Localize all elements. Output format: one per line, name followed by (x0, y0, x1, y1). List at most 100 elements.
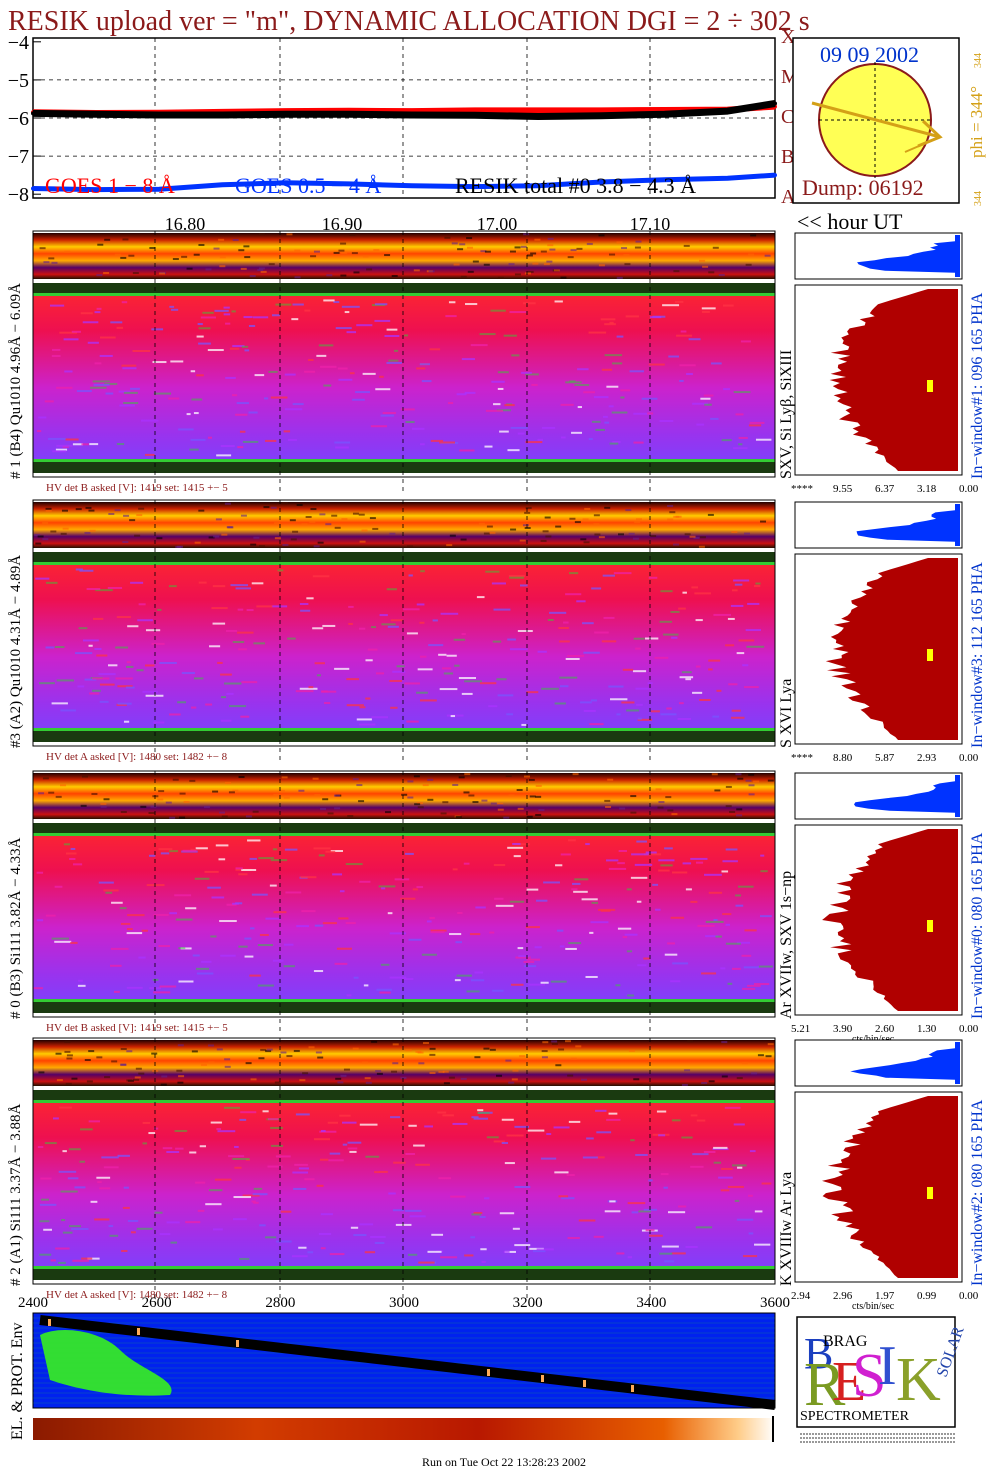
spectrum-strip-speck (189, 779, 196, 782)
spectrogram-pixel (138, 603, 146, 606)
spectrum-strip-speck (472, 801, 479, 804)
spectrogram-pixel (159, 1233, 171, 1236)
spectrum-strip-speck (373, 249, 380, 252)
spectrogram-pixel (186, 413, 191, 416)
spectrogram-pixel (264, 397, 269, 400)
spectrogram-green-line (33, 833, 775, 836)
spectrum-strip-speck (358, 513, 365, 516)
spectrogram-pixel (603, 616, 615, 619)
spectrogram-pixel (125, 686, 135, 689)
spectrum-strip-speck (245, 1062, 252, 1065)
spectrogram-pixel (713, 1146, 728, 1149)
spectrogram-pixel (82, 321, 99, 324)
spectrogram-pixel (645, 637, 659, 640)
spectrogram-pixel (571, 888, 578, 891)
spectrum-strip-speck (240, 267, 247, 270)
spectrogram-pixel (428, 644, 444, 647)
spectrum-strip-speck (532, 262, 539, 265)
spectrum-strip-speck (658, 801, 665, 804)
spectrogram-pixel (335, 327, 352, 330)
spectrogram-pixel (210, 1121, 222, 1124)
spectrogram (33, 283, 775, 473)
spectrum-strip-speck (527, 270, 534, 273)
spectrum-strip-speck (530, 252, 537, 255)
spectrogram-pixel (588, 438, 593, 441)
spectrogram-pixel (207, 886, 221, 889)
spectrum-strip-speck (213, 535, 220, 538)
lightcurve-point-2 (94, 112, 99, 117)
panel-lines-label: K XVIIIw Ar Lya (778, 1172, 795, 1286)
spectrum-strip-speck (538, 809, 545, 812)
spectrogram-pixel (304, 309, 311, 312)
spectrogram-pixel (234, 1145, 239, 1148)
spectrogram-pixel (40, 1198, 49, 1201)
spectrum-strip-speck (60, 532, 67, 535)
spectrum-strip-speck (605, 805, 612, 808)
spectrogram-pixel (126, 665, 134, 668)
spectrum-strip-speck (729, 810, 736, 813)
spectrogram-pixel (400, 408, 415, 411)
spectrogram-pixel (740, 340, 751, 343)
spectrogram-pixel (596, 1156, 605, 1159)
spectrogram-pixel (196, 374, 204, 377)
spectrogram-pixel (690, 1114, 698, 1117)
legend-goes-short: GOES 0.5 − 4 Å (235, 173, 381, 198)
spectrogram-pixel (743, 686, 759, 689)
spectrogram-pixel (554, 702, 566, 705)
spectrogram-pixel (110, 947, 129, 950)
spectrogram-pixel (671, 1119, 681, 1122)
spectrogram-pixel (272, 848, 278, 851)
spectrogram-pixel (645, 851, 657, 854)
spectrogram-pixel (120, 922, 131, 925)
spectrogram-pixel (688, 338, 701, 341)
lightcurve-point-2 (725, 109, 730, 114)
spectrogram-pixel (733, 391, 751, 394)
spectrum-strip-speck (215, 518, 222, 521)
spectrogram-pixel (606, 1118, 621, 1121)
spectrogram-pixel (92, 380, 110, 383)
spectrogram-pixel (75, 568, 83, 571)
spectrogram-pixel (593, 396, 609, 399)
spectrogram-pixel (159, 985, 177, 988)
spectrum-strip-speck (594, 533, 601, 536)
spectrogram-pixel (736, 941, 751, 944)
spectrogram-pixel (84, 678, 97, 681)
spectrogram-pixel (321, 1129, 326, 1132)
spectrogram-pixel (337, 367, 348, 370)
spectrogram-pixel (142, 1121, 151, 1124)
spectrogram-pixel (727, 1185, 744, 1188)
spectrogram-pixel (220, 445, 235, 448)
spectrogram-pixel (237, 631, 254, 634)
spectrogram-pixel (408, 574, 413, 577)
spectrogram-pixel (526, 691, 539, 694)
spectrogram-pixel (637, 717, 642, 720)
spectrogram-pixel (721, 439, 732, 442)
histogram-xtick-label: 3.90 (833, 1023, 853, 1035)
spectrogram-pixel (674, 300, 684, 303)
page-title: RESIK upload ver = "m", DYNAMIC ALLOCATI… (8, 6, 810, 37)
spectrogram-pixel (175, 1147, 184, 1150)
spectrogram-pixel (540, 981, 549, 984)
lightcurve-point-2 (220, 112, 225, 117)
spectrogram-pixel (301, 910, 316, 913)
spectrogram-pixel (359, 706, 366, 709)
spectrogram-pixel (386, 361, 402, 364)
lightcurve-point-2 (157, 112, 162, 117)
spectrogram-pixel (694, 592, 711, 595)
spectrogram-pixel (722, 913, 732, 916)
spectrogram-pixel (346, 678, 359, 681)
spectrogram-pixel (685, 888, 692, 891)
spectrogram-pixel (479, 1216, 486, 1219)
spectrogram-pixel (365, 659, 373, 662)
spectrogram-pixel (348, 622, 353, 625)
spectrogram-frame (32, 770, 776, 1018)
spectrogram-pixel (403, 608, 420, 611)
spectrogram-pixel (405, 1152, 415, 1155)
spectrogram-pixel (441, 667, 452, 670)
spectrogram-pixel (169, 713, 181, 716)
orbit-marker (541, 1375, 544, 1382)
spectrum-strip-speck (208, 1044, 215, 1047)
spectrum-strip-speck (315, 1051, 322, 1054)
spectrogram-pixel (713, 1161, 722, 1164)
spectrogram-pixel (643, 957, 651, 960)
